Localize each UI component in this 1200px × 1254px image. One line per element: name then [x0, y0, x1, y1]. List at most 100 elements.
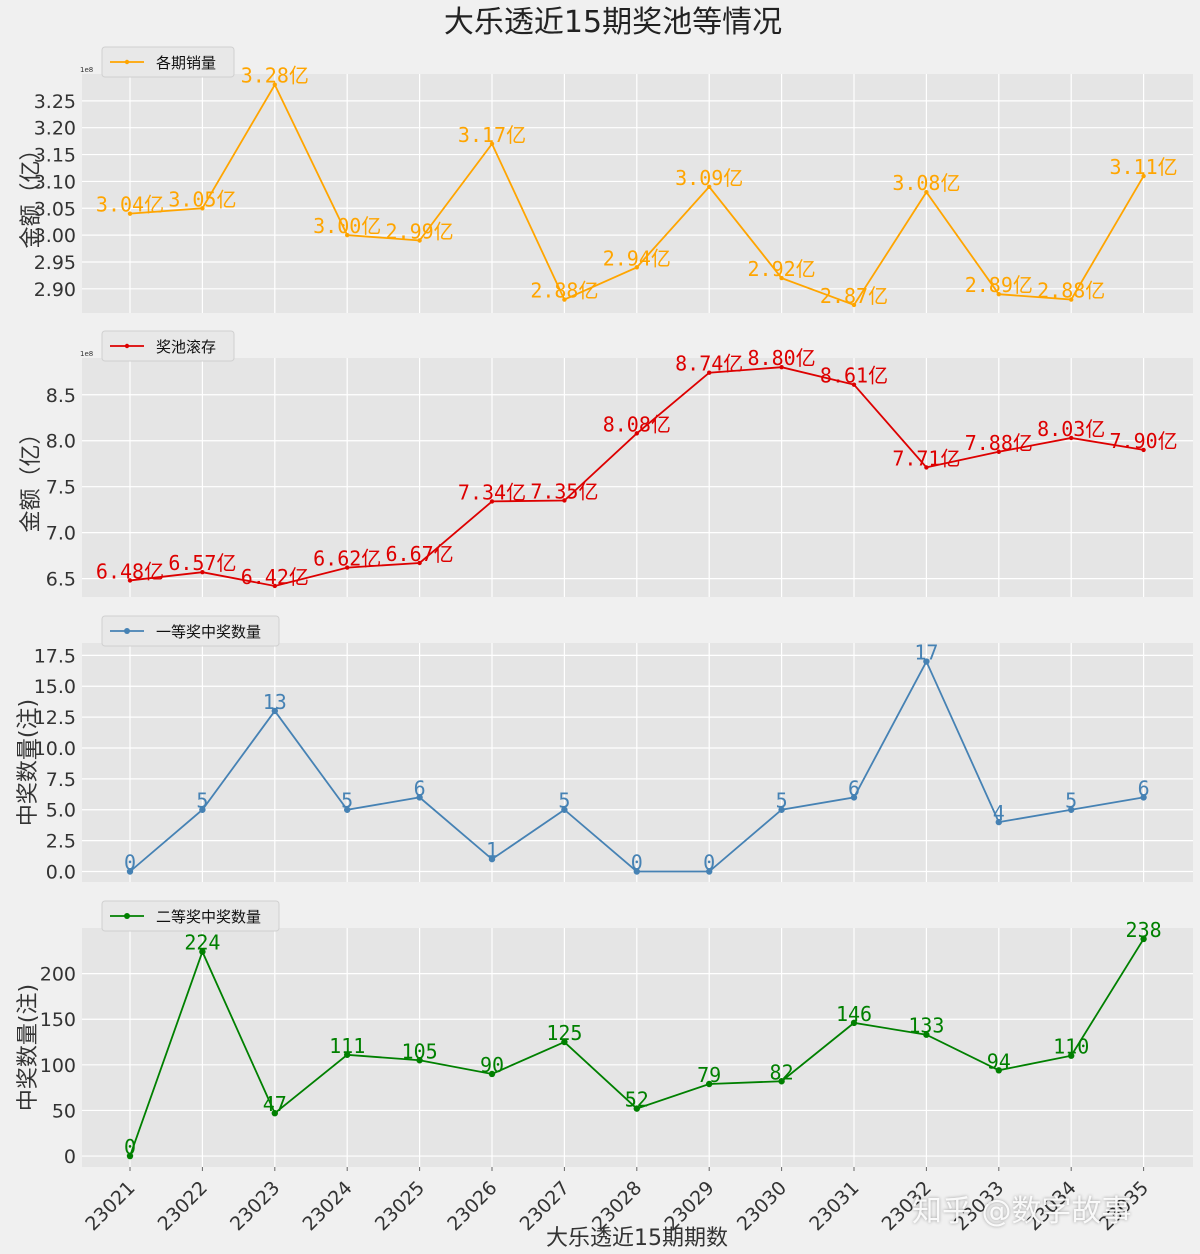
data-label: 82	[770, 1060, 794, 1084]
data-point	[923, 658, 930, 665]
data-point	[1141, 173, 1146, 179]
y-tick-label: 2.95	[34, 252, 76, 274]
plot-area	[82, 928, 1193, 1167]
data-point	[995, 818, 1002, 826]
y-tick-label: 2.90	[34, 279, 76, 301]
y-tick-label: 3.05	[34, 198, 76, 220]
data-point	[272, 82, 277, 87]
data-label: 8.03亿	[1037, 417, 1105, 441]
y-tick-label: 0.0	[46, 862, 76, 884]
y-tick-label: 200	[40, 964, 76, 986]
data-label: 7.90亿	[1110, 429, 1178, 453]
data-label: 0	[124, 1135, 136, 1159]
y-tick-label: 5.0	[46, 800, 76, 822]
data-point	[850, 1019, 858, 1027]
data-point	[416, 794, 423, 801]
data-label: 238	[1126, 918, 1162, 942]
data-label: 3.08亿	[892, 171, 960, 195]
data-label: 8.74亿	[675, 352, 743, 376]
data-label: 146	[836, 1002, 872, 1026]
data-point	[199, 806, 206, 813]
y-tick-label: 7.5	[46, 477, 76, 499]
data-label: 17	[914, 641, 938, 665]
x-tick-label: 23026	[443, 1177, 501, 1235]
data-label: 3.05亿	[168, 187, 236, 211]
data-point	[1068, 806, 1075, 813]
data-label: 3.17亿	[458, 123, 526, 147]
data-label: 3.11亿	[1110, 155, 1178, 179]
data-label: 6.57亿	[168, 551, 236, 575]
data-point	[851, 382, 857, 387]
data-label: 5	[558, 789, 570, 813]
data-label: 7.34亿	[458, 480, 526, 504]
data-point	[706, 868, 713, 875]
legend-label: 奖池滚存	[156, 338, 216, 356]
data-label: 111	[329, 1034, 365, 1058]
data-point	[489, 499, 495, 504]
y-tick-label: 150	[40, 1009, 76, 1031]
data-point	[272, 583, 277, 589]
y-axis-label: 金额（亿）	[19, 422, 44, 532]
data-point	[200, 206, 205, 211]
legend-label: 各期销量	[156, 54, 216, 72]
data-label: 94	[987, 1049, 1011, 1073]
data-point	[923, 1031, 930, 1038]
data-point	[1140, 935, 1147, 943]
y-axis-label: 金额（亿）	[19, 138, 44, 248]
data-point	[1069, 297, 1074, 302]
data-point	[417, 238, 422, 243]
panel-1: 2.90 2.95 3.00 3.05 3.10 3.15 3.20 3.25 1e8 金额（亿）…	[19, 46, 1193, 313]
data-point	[707, 370, 712, 375]
data-label: 7.71亿	[892, 446, 960, 470]
y-tick-label: 100	[40, 1055, 76, 1077]
data-label: 6	[848, 776, 860, 800]
data-point	[416, 1057, 423, 1064]
data-label: 3.00亿	[313, 214, 381, 238]
y-tick-label: 15.0	[34, 676, 76, 698]
y-tick-label: 12.5	[34, 707, 76, 729]
y-tick-label: 3.20	[34, 118, 76, 140]
data-point	[995, 1067, 1002, 1074]
data-point	[996, 292, 1001, 297]
data-label: 52	[625, 1088, 649, 1112]
data-label: 2.99亿	[386, 219, 454, 243]
data-label: 0	[703, 851, 715, 875]
data-label: 133	[908, 1014, 944, 1038]
x-tick-label: 23022	[154, 1177, 212, 1235]
data-label: 7.35亿	[530, 479, 598, 503]
plot-area	[82, 643, 1193, 882]
data-label: 3.09亿	[675, 166, 743, 190]
data-label: 125	[546, 1021, 582, 1045]
data-point	[417, 560, 422, 566]
data-label: 79	[697, 1063, 721, 1087]
watermark: 知乎 @数字故事	[912, 1194, 1132, 1229]
data-point	[1140, 794, 1147, 801]
data-label: 3.28亿	[241, 64, 309, 88]
data-point	[562, 297, 567, 302]
data-point	[996, 449, 1001, 454]
data-point	[633, 1105, 640, 1112]
data-point	[489, 141, 495, 147]
y-tick-label: 7.0	[46, 523, 76, 545]
plot-area	[82, 358, 1193, 597]
y-scale-note: 1e8	[80, 66, 93, 74]
data-label: 8.80亿	[748, 346, 816, 370]
chart-title: 大乐透近15期奖池等情况	[444, 5, 782, 40]
data-point	[562, 498, 567, 503]
legend: 各期销量	[101, 46, 235, 78]
data-point	[127, 578, 133, 583]
data-point	[127, 211, 133, 216]
data-point	[345, 232, 350, 238]
data-point	[706, 1080, 713, 1088]
legend: 奖池滚存	[101, 330, 235, 362]
y-tick-label: 3.00	[34, 225, 76, 247]
data-point	[1141, 447, 1146, 453]
data-label: 5	[196, 789, 208, 813]
y-scale-note: 1e8	[80, 350, 93, 358]
data-point	[779, 275, 784, 281]
data-label: 224	[184, 931, 220, 955]
y-axis-label: 中奖数量(注)	[16, 699, 41, 826]
y-tick-label: 0	[64, 1146, 76, 1168]
